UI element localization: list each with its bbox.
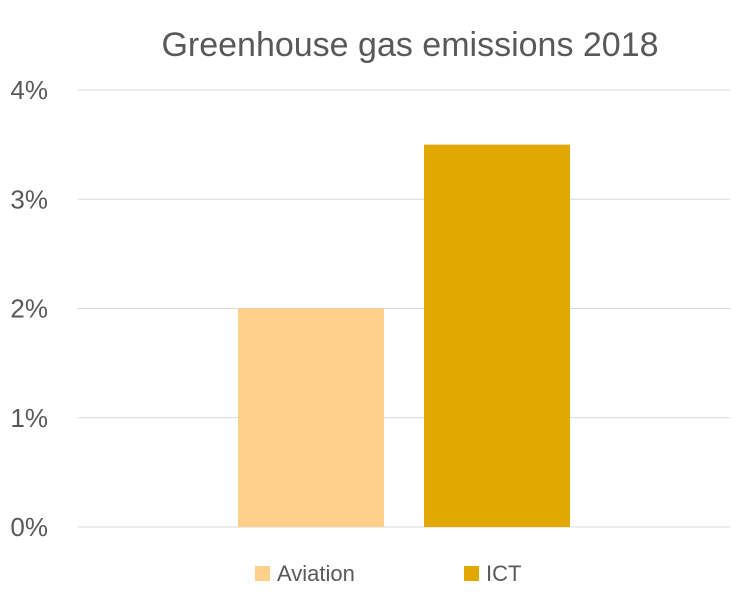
bar-aviation: [238, 308, 384, 527]
y-tick-label: 0%: [10, 512, 48, 542]
y-tick-label: 2%: [10, 294, 48, 324]
y-tick-label: 3%: [10, 184, 48, 214]
y-tick-label: 4%: [10, 75, 48, 105]
chart-title: Greenhouse gas emissions 2018: [161, 26, 658, 64]
legend: Aviation ICT: [255, 561, 521, 586]
legend-label-aviation: Aviation: [277, 561, 355, 586]
legend-swatch-aviation: [255, 566, 270, 581]
y-axis-ticks: 0% 1% 2% 3% 4%: [10, 75, 48, 542]
bar-ict: [424, 144, 570, 527]
gridlines: [78, 89, 730, 528]
legend-label-ict: ICT: [486, 561, 521, 586]
y-tick-label: 1%: [10, 403, 48, 433]
bars: [238, 144, 570, 527]
legend-swatch-ict: [464, 566, 479, 581]
